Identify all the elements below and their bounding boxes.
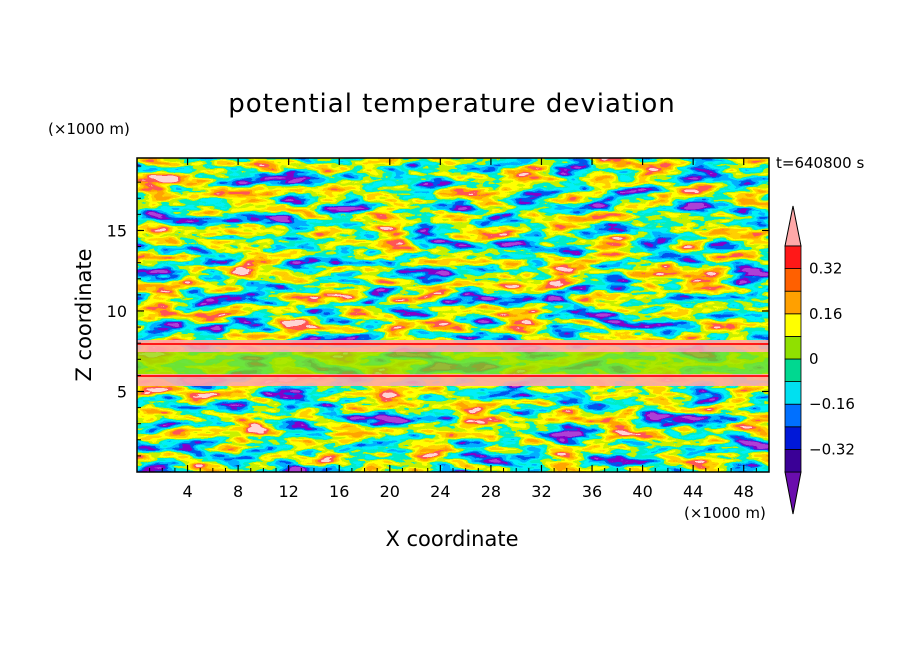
x-axis-ticks: 4 8 12 16 20 24 28 32 36 40 44 48 [149, 158, 757, 501]
colorbar-segment [784, 448, 802, 473]
x-tick-label: 16 [329, 482, 349, 501]
y-axis-label: Z coordinate [72, 248, 96, 381]
colorbar-segment [784, 426, 802, 450]
layer-band-middle [137, 352, 769, 374]
x-tick-label: 8 [233, 482, 243, 501]
colorbar-segment [784, 358, 802, 383]
colorbar-segment [784, 313, 802, 337]
x-unit-label: (×1000 m) [684, 504, 766, 522]
y-tick-label: 15 [107, 221, 127, 240]
colorbar-label: 0.16 [809, 305, 842, 323]
colorbar-segment [784, 290, 802, 315]
colorbar-segment [784, 335, 802, 360]
layer-band-upper [137, 340, 769, 352]
chart-title: potential temperature deviation [228, 89, 675, 119]
x-axis-label: X coordinate [385, 527, 518, 551]
x-tick-label: 4 [182, 482, 192, 501]
colorbar-segment [784, 403, 802, 428]
y-tick-label: 5 [117, 382, 127, 401]
plot-area [137, 158, 769, 472]
colorbar-segment [784, 381, 802, 405]
colorbar-max-arrow [784, 205, 802, 247]
x-tick-label: 32 [531, 482, 551, 501]
y-unit-label: (×1000 m) [48, 120, 130, 138]
colorbar-segment [784, 268, 802, 292]
x-tick-label: 20 [380, 482, 400, 501]
x-tick-label: 44 [683, 482, 703, 501]
colorbar-min-arrow [784, 471, 802, 515]
colorbar-label: −0.16 [809, 395, 855, 413]
time-label: t=640800 s [776, 154, 864, 172]
colorbar-label: −0.32 [809, 440, 855, 458]
y-axis-ticks: 5 10 15 [107, 165, 769, 457]
x-tick-label: 48 [734, 482, 754, 501]
x-tick-label: 40 [632, 482, 652, 501]
y-tick-label: 10 [107, 302, 127, 321]
x-tick-label: 36 [582, 482, 602, 501]
colorbar: 0.32 0.16 0 −0.16 −0.32 [784, 205, 855, 515]
contour-field [137, 158, 769, 472]
colorbar-segment [784, 245, 802, 270]
x-tick-label: 28 [481, 482, 501, 501]
x-tick-label: 12 [279, 482, 299, 501]
x-tick-label: 24 [430, 482, 450, 501]
colorbar-label: 0 [809, 350, 819, 368]
colorbar-label: 0.32 [809, 260, 842, 278]
